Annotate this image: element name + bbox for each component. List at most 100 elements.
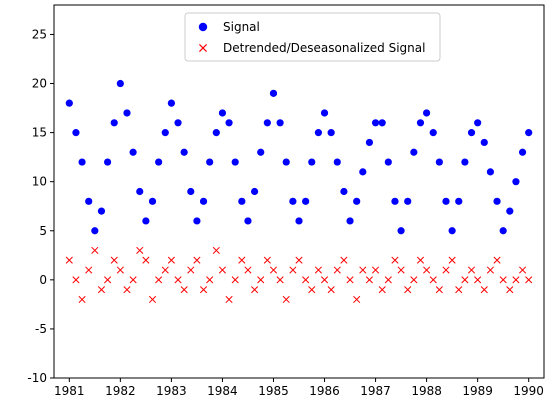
detrended-point bbox=[180, 286, 188, 294]
y-tick-label: -5 bbox=[35, 322, 47, 336]
x-tick-label: 1986 bbox=[309, 384, 340, 398]
legend-detrended-marker bbox=[198, 43, 208, 53]
signal-point bbox=[85, 197, 93, 205]
detrended-point bbox=[429, 276, 437, 284]
detrended-point bbox=[416, 256, 425, 264]
detrended-point bbox=[187, 266, 195, 274]
signal-point bbox=[429, 129, 437, 137]
detrended-point bbox=[289, 266, 297, 274]
detrended-point bbox=[346, 276, 354, 284]
signal-point bbox=[474, 119, 482, 127]
x-tick-label: 1988 bbox=[411, 384, 442, 398]
detrended-point bbox=[155, 276, 163, 284]
detrended-point bbox=[282, 295, 290, 304]
signal-point bbox=[238, 197, 246, 205]
legend-label: Detrended/Deseasonalized Signal bbox=[223, 41, 425, 55]
axes-frame bbox=[53, 4, 545, 379]
detrended-point bbox=[423, 266, 431, 274]
legend: Signal Detrended/Deseasonalized Signal bbox=[184, 12, 441, 62]
detrended-point bbox=[378, 286, 386, 294]
detrended-point bbox=[340, 256, 348, 264]
detrended-point bbox=[238, 256, 246, 264]
series-layer bbox=[65, 79, 533, 304]
detrended-point bbox=[448, 256, 456, 264]
signal-point bbox=[302, 197, 310, 205]
detrended-point bbox=[474, 276, 482, 284]
detrended-point bbox=[308, 286, 316, 294]
signal-point bbox=[435, 158, 443, 166]
signal-point bbox=[493, 197, 501, 205]
signal-point bbox=[225, 119, 233, 127]
detrended-point bbox=[263, 256, 271, 264]
detrended-point bbox=[218, 266, 226, 274]
signal-point bbox=[467, 129, 476, 137]
detrended-point bbox=[85, 266, 93, 274]
y-tick-label: -10 bbox=[27, 371, 47, 385]
detrended-point bbox=[91, 246, 99, 254]
signal-point bbox=[359, 168, 367, 176]
detrended-point bbox=[104, 276, 112, 284]
series-2 bbox=[65, 246, 533, 304]
detrended-point bbox=[174, 276, 182, 284]
signal-point bbox=[480, 138, 488, 147]
signal-point bbox=[244, 217, 252, 225]
signal-point bbox=[103, 158, 112, 166]
signal-point bbox=[518, 148, 527, 156]
detrended-point bbox=[65, 256, 73, 264]
detrended-point bbox=[467, 266, 476, 274]
detrended-point bbox=[110, 256, 118, 264]
signal-point bbox=[410, 148, 418, 156]
detrended-point bbox=[365, 276, 373, 284]
signal-point bbox=[110, 119, 118, 127]
signal-point bbox=[455, 197, 463, 205]
detrended-point bbox=[116, 266, 124, 274]
signal-point bbox=[525, 129, 533, 137]
series-1 bbox=[65, 79, 533, 235]
signal-point bbox=[327, 129, 335, 137]
signal-point bbox=[142, 217, 150, 225]
y-tick-label: 15 bbox=[32, 126, 47, 140]
detrended-point bbox=[372, 266, 380, 274]
y-tick-label: 0 bbox=[39, 273, 47, 287]
signal-point bbox=[148, 197, 157, 205]
detrended-point bbox=[410, 276, 418, 284]
x-tick-label: 1983 bbox=[156, 384, 187, 398]
detrended-point bbox=[129, 276, 137, 284]
signal-point bbox=[193, 217, 201, 225]
signal-point bbox=[314, 129, 322, 137]
signal-point bbox=[72, 129, 80, 137]
detrended-point bbox=[397, 266, 405, 274]
signal-point bbox=[161, 129, 169, 137]
detrended-point bbox=[269, 266, 278, 274]
signal-point bbox=[276, 119, 284, 127]
detrended-point bbox=[404, 286, 412, 294]
signal-point bbox=[289, 197, 297, 205]
signal-point bbox=[333, 158, 341, 166]
signal-point bbox=[91, 227, 99, 235]
detrended-point bbox=[353, 295, 361, 304]
signal-point bbox=[442, 197, 450, 205]
x-tick-label: 1990 bbox=[513, 384, 544, 398]
signal-point bbox=[218, 109, 227, 117]
signal-point bbox=[404, 197, 412, 205]
signal-point bbox=[340, 187, 348, 196]
detrended-point bbox=[251, 286, 259, 294]
signal-point bbox=[155, 158, 163, 166]
signal-point bbox=[78, 158, 86, 166]
y-tick-label: 10 bbox=[32, 175, 47, 189]
detrended-point bbox=[461, 276, 469, 284]
legend-signal-marker bbox=[198, 22, 208, 32]
detrended-point bbox=[512, 276, 520, 284]
signal-point bbox=[391, 197, 399, 205]
signal-point bbox=[353, 197, 361, 205]
y-tick-label: 5 bbox=[39, 224, 47, 238]
detrended-point bbox=[136, 246, 144, 254]
detrended-point bbox=[257, 276, 265, 284]
signal-point bbox=[206, 158, 214, 166]
signal-point bbox=[282, 158, 290, 166]
signal-point bbox=[397, 227, 405, 235]
detrended-point bbox=[295, 256, 303, 264]
signal-point bbox=[123, 109, 131, 117]
detrended-point bbox=[519, 266, 527, 274]
signal-point bbox=[423, 109, 431, 117]
